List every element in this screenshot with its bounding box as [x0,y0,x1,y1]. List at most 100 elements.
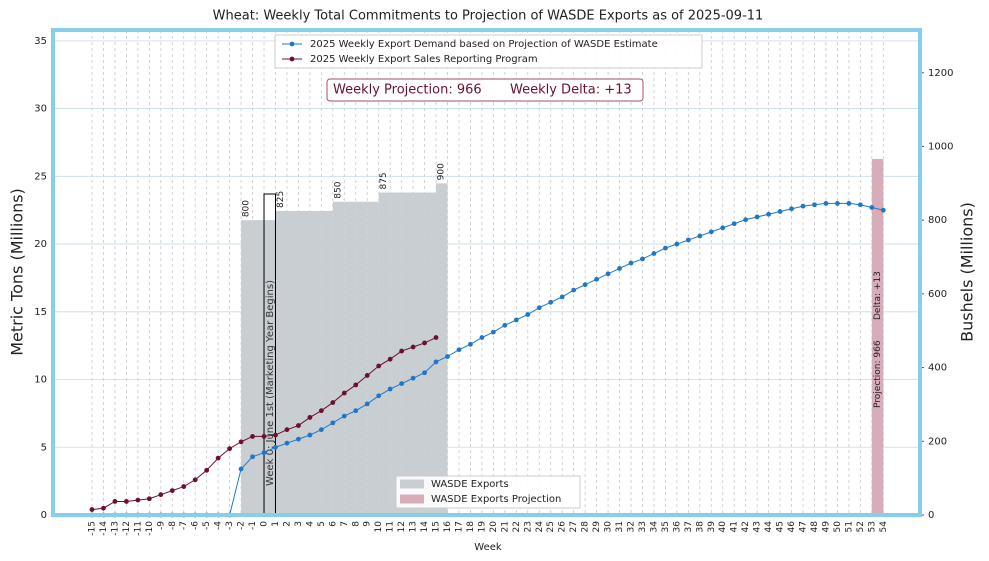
series-marker [823,201,829,206]
bar [286,210,299,515]
series-marker [169,488,175,494]
x-tick-label: 1 [271,521,281,527]
bar-label: 850 [333,181,343,198]
series-marker [857,202,863,208]
series-marker [777,209,783,214]
x-tick-label: 40 [718,521,728,533]
x-tick-label: 39 [707,521,717,533]
bar [321,210,333,515]
x-tick-label: 4 [305,521,315,527]
series-marker [754,214,760,220]
series-marker [617,266,622,271]
x-tick-label: 38 [695,521,705,533]
series-marker [341,413,347,419]
series-marker [364,401,370,407]
x-tick-label: 23 [523,521,533,532]
x-tick-label: 36 [672,521,682,533]
bar [367,201,379,516]
x-tick-label: -12 [122,521,132,536]
y-tick-label: 10 [34,375,47,386]
series-marker [215,455,221,461]
bar [378,192,391,515]
series-marker [296,436,301,442]
x-tick-label: 52 [856,521,866,532]
x-tick-label: 37 [684,521,694,532]
x-tick-label: 50 [833,521,843,533]
series-marker [422,370,427,376]
x-tick-label: -13 [110,521,120,536]
x-tick-label: -2 [237,521,247,530]
series-marker [582,282,588,288]
x-tick-label: 46 [787,521,797,533]
legend-marker [289,41,295,47]
y2-tick-label: 600 [928,289,947,300]
series-marker [273,444,278,450]
delta-label: Delta: +13 [873,271,883,320]
series-marker [112,499,118,504]
x-tick-label: 21 [500,521,510,532]
bar [436,183,448,516]
x-tick-label: -14 [99,521,109,536]
series-marker [376,393,382,399]
bar [413,192,425,515]
x-tick-label: 3 [294,521,304,527]
bar-label: 825 [276,191,286,208]
series-marker [708,229,714,235]
series-marker [640,256,645,262]
series-marker [330,400,336,405]
series-marker [880,207,886,213]
series-marker [364,373,370,378]
x-tick-label: -10 [145,521,155,536]
series-marker [697,233,703,239]
series-marker [318,427,324,433]
bar [275,210,287,515]
x-tick-label: 0 [260,521,270,527]
x-tick-label: -11 [133,521,143,536]
x-tick-label: 42 [741,521,751,532]
x-tick-label: 44 [764,521,774,533]
series-marker [525,312,531,317]
y-tick-label: 25 [34,171,47,182]
projection-label: Projection: 966 [873,340,883,408]
x-tick-label: -7 [179,521,189,530]
series-marker [663,245,668,251]
series-marker [433,335,439,340]
x-tick-label: 13 [409,521,419,532]
series-marker [743,217,749,223]
legend-box [395,475,581,509]
x-tick-label: 7 [340,521,350,527]
series-marker [296,423,301,428]
x-tick-label: -4 [214,521,224,530]
x-tick-label: -5 [202,521,212,530]
bar [332,201,345,516]
x-tick-label: 8 [351,521,361,527]
series-marker [410,375,416,381]
x-tick-label: -1 [248,521,258,530]
y2-axis-label: Bushels (Millions) [958,202,977,342]
series-marker [123,499,129,504]
y-tick-label: 0 [41,510,47,521]
series-marker [284,427,290,433]
x-tick-label: 5 [317,521,327,527]
legend-marker [289,56,295,62]
y-tick-label: 30 [34,104,47,115]
plot-frame [51,28,922,517]
x-tick-label: -9 [156,521,166,530]
bar [424,192,437,515]
x-tick-label: 17 [454,521,464,532]
series-marker [181,484,187,489]
series-marker [238,466,244,472]
bar [355,201,368,516]
x-tick-label: 10 [374,521,384,533]
series-marker [238,439,244,445]
chart-title: Wheat: Weekly Total Commitments to Proje… [213,9,764,24]
series-marker [812,202,817,208]
series-marker [250,454,255,460]
x-tick-label: 49 [821,521,831,533]
legend-box [274,34,703,69]
y-tick-label: 35 [34,36,47,47]
y2-tick-label: 800 [928,215,947,226]
series-marker [651,251,657,256]
y2-tick-label: 0 [928,510,934,521]
weekly-delta: Weekly Delta: +13 [510,83,632,98]
